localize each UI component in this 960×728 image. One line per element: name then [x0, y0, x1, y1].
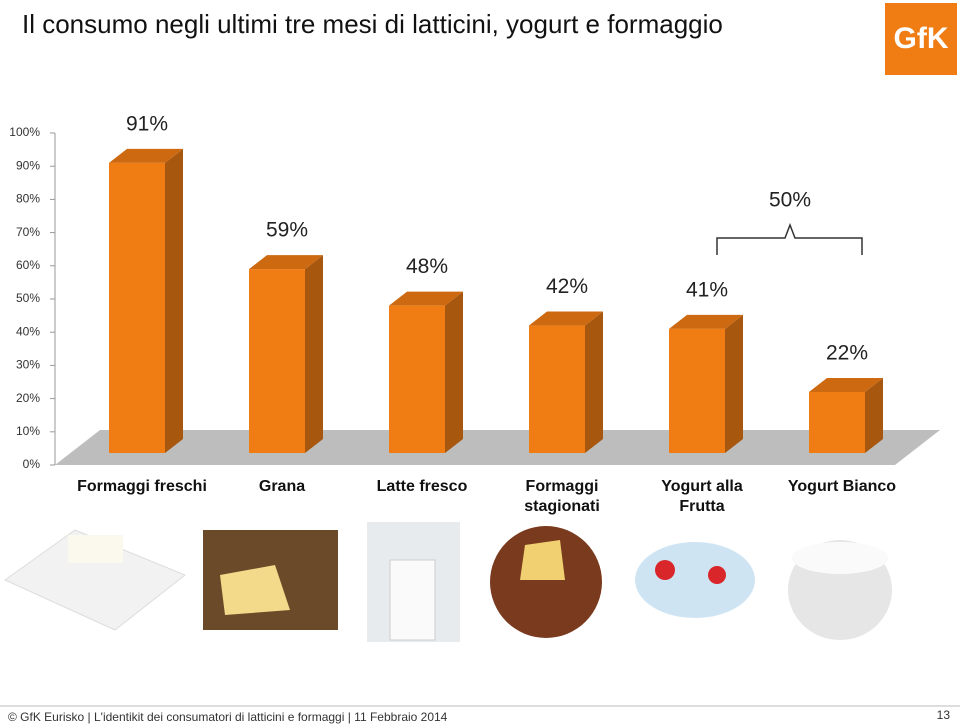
bar-side — [445, 291, 463, 453]
value-label: 22% — [826, 342, 868, 365]
strawberry — [708, 566, 726, 584]
bar-side — [725, 314, 743, 453]
y-tick-label: 30% — [16, 358, 40, 372]
bar-top — [249, 255, 323, 270]
bar-top — [669, 314, 743, 329]
y-tick-label: 40% — [16, 324, 40, 338]
bar-top — [529, 311, 603, 326]
y-tick-label: 60% — [16, 258, 40, 272]
y-tick-label: 80% — [16, 192, 40, 206]
bar-top — [389, 291, 463, 306]
strawberry — [655, 560, 675, 580]
x-tick-label: Yogurt Bianco — [787, 478, 897, 495]
photo-aged-cheese — [490, 526, 602, 638]
y-tick-label: 0% — [23, 457, 41, 471]
x-tick-label: Latte fresco — [376, 478, 468, 495]
x-tick-label: Formaggi stagionati — [524, 478, 600, 515]
y-tick-label: 70% — [16, 225, 40, 239]
photos — [4, 522, 892, 642]
bar-top — [109, 148, 183, 163]
bar — [529, 325, 585, 453]
bracket-label: 50% — [769, 189, 811, 212]
y-tick-label: 90% — [16, 158, 40, 172]
page-number: 13 — [937, 708, 951, 722]
logo-box — [885, 3, 957, 75]
bar — [669, 328, 725, 453]
bar-side — [585, 311, 603, 453]
grana-piece — [220, 565, 290, 615]
value-label: 91% — [126, 112, 168, 135]
photo-fruit-yogurt — [635, 542, 755, 618]
y-tick-label: 100% — [9, 125, 40, 139]
y-tick-label: 10% — [16, 424, 40, 438]
bar — [389, 305, 445, 453]
photo-fresh-cheese — [4, 529, 186, 631]
value-label: 59% — [266, 219, 308, 242]
y-tick-label: 50% — [16, 291, 40, 305]
bar-top — [809, 377, 883, 392]
yogurt-surface — [792, 542, 888, 574]
x-tick-label: Formaggi freschi — [77, 478, 207, 495]
bar — [809, 391, 865, 453]
x-tick-label: Yogurt alla Frutta — [661, 478, 743, 515]
value-label: 42% — [546, 275, 588, 298]
bracket — [716, 222, 863, 255]
value-label: 48% — [406, 255, 448, 278]
bar-side — [865, 377, 883, 453]
bar-side — [165, 148, 183, 453]
y-tick-label: 20% — [16, 391, 40, 405]
value-label: 41% — [686, 278, 728, 301]
bar-side — [305, 255, 323, 453]
chart-title: Il consumo negli ultimi tre mesi di latt… — [22, 9, 723, 39]
logo: GfK — [894, 22, 949, 55]
aged-cheese-piece — [520, 540, 565, 580]
x-tick-label: Grana — [258, 478, 306, 495]
milk-glass — [389, 559, 436, 641]
footer: © GfK Eurisko | L'identikit dei consumat… — [8, 710, 448, 724]
bar — [109, 162, 165, 453]
cheese — [68, 535, 123, 563]
bar — [249, 269, 305, 453]
floor — [55, 430, 940, 465]
